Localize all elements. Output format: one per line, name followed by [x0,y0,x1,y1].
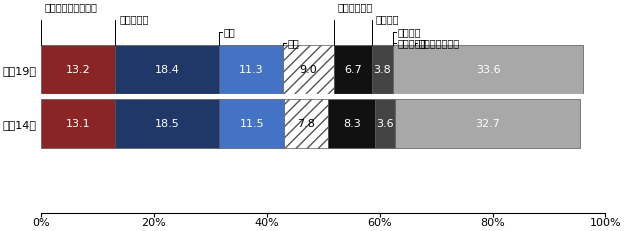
Bar [115,99,219,149]
Text: 農林漁業: 農林漁業 [397,27,421,37]
Text: 運輸・通信: 運輸・通信 [397,38,426,48]
Text: 生産工程・労務: 生産工程・労務 [419,38,460,48]
Text: サービス職業: サービス職業 [338,2,373,12]
Bar [41,99,115,149]
Text: 13.2: 13.2 [66,65,90,75]
Text: 3.6: 3.6 [376,119,394,128]
Text: 3.8: 3.8 [374,65,391,75]
Text: 8.3: 8.3 [343,119,361,128]
Bar [334,45,372,95]
Text: 6.7: 6.7 [344,65,362,75]
Bar [396,99,580,149]
Text: 32.7: 32.7 [475,119,500,128]
Text: 管理的職業: 管理的職業 [119,14,149,24]
Text: 事務: 事務 [223,27,235,37]
Text: 18.4: 18.4 [155,65,180,75]
Text: 33.6: 33.6 [475,65,500,75]
Bar [328,99,375,149]
Text: 9.0: 9.0 [300,65,318,75]
Bar [375,99,396,149]
Text: 保安職業: 保安職業 [376,14,399,24]
Bar [115,45,219,95]
Text: 13.1: 13.1 [66,119,90,128]
Text: 専門的・技術的職業: 専門的・技術的職業 [45,2,98,12]
Bar [41,45,115,95]
Text: 販売: 販売 [287,38,299,48]
Bar [219,99,284,149]
Bar [283,45,334,95]
Text: 7.8: 7.8 [297,119,315,128]
Bar [284,99,328,149]
Bar [219,45,283,95]
Bar [393,45,583,95]
Text: 18.5: 18.5 [155,119,180,128]
Bar [372,45,393,95]
Text: 11.3: 11.3 [239,65,263,75]
Text: 11.5: 11.5 [240,119,264,128]
